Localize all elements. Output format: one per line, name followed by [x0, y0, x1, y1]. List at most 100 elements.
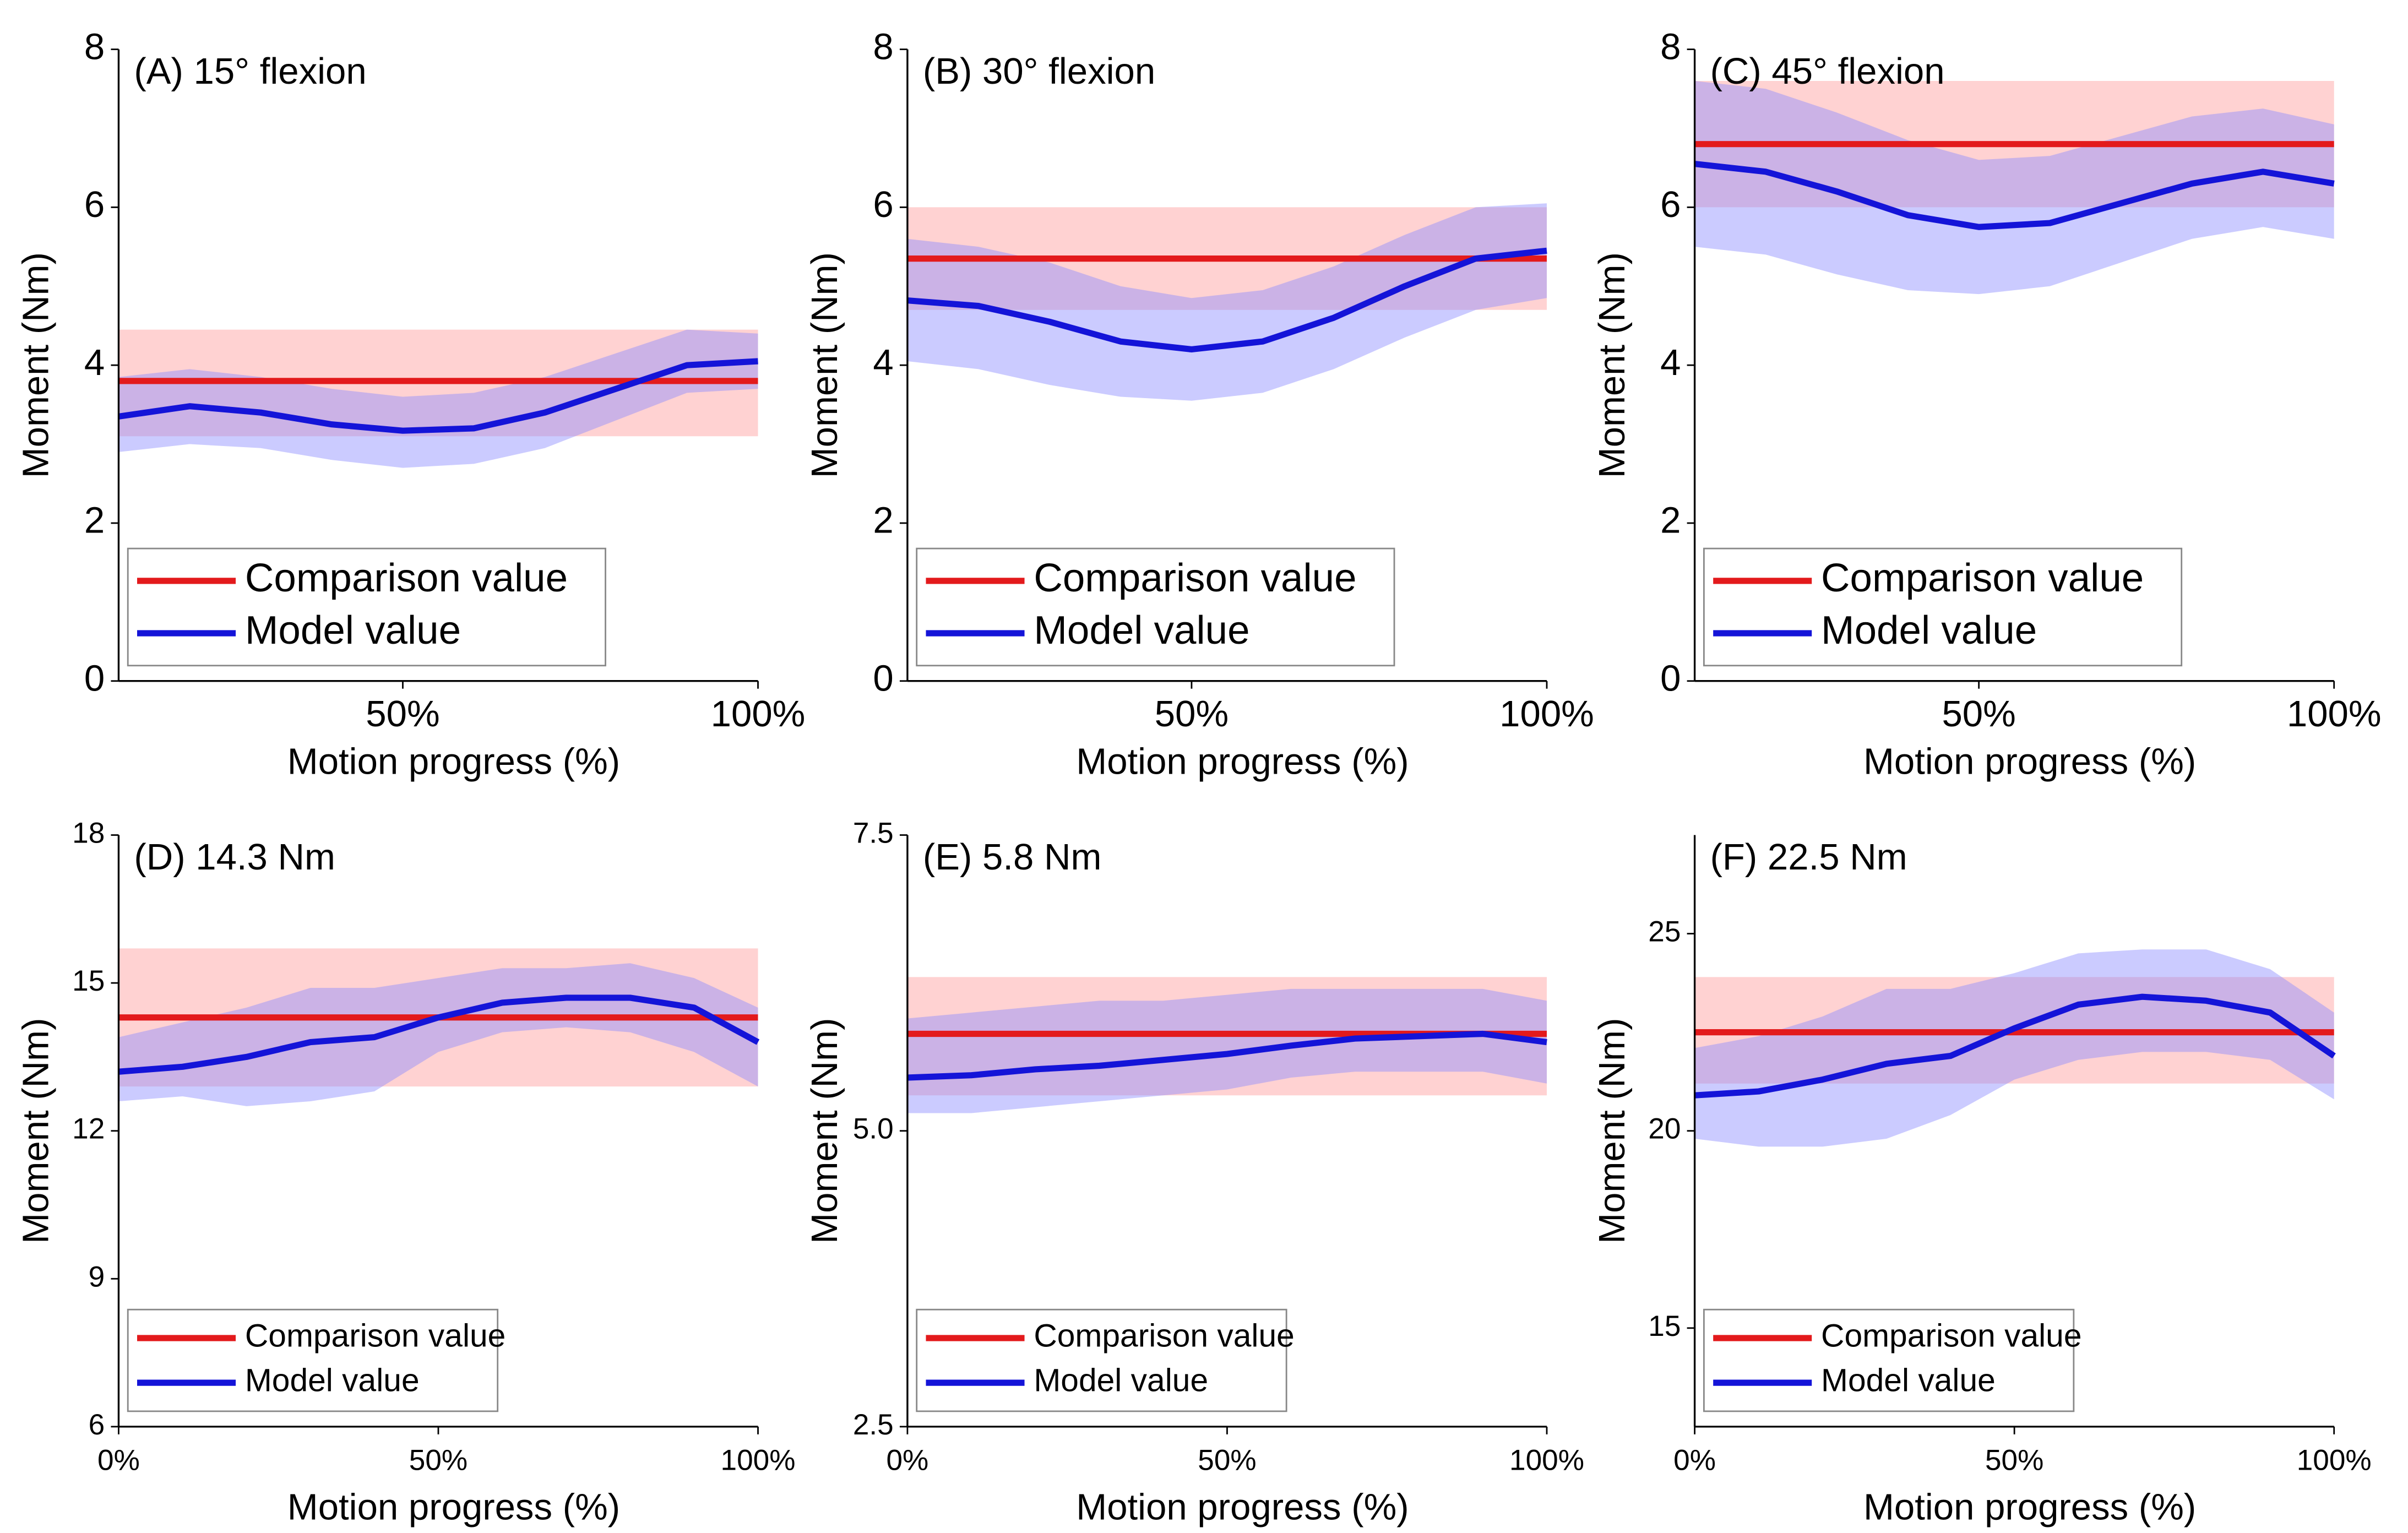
panel: 2.5 5.0 7.5 0% 50% 100% Motion progress (%) Mom…: [804, 817, 1584, 1528]
panel: 15 20 25 0% 50% 100% Motion progress (%) Moment…: [1591, 835, 2372, 1528]
x-tick-label: 50%: [1198, 1444, 1256, 1476]
x-tick-label: 100%: [2287, 693, 2382, 735]
panel: 6 9 12 15 18 0% 50% 100% Motion progress (%) Mome…: [15, 817, 796, 1528]
x-tick-label: 0%: [887, 1444, 929, 1476]
panel-title: (E) 5.8 Nm: [923, 836, 1101, 878]
x-tick-label: 50%: [1155, 693, 1229, 735]
legend-label: Comparison value: [245, 1318, 506, 1354]
x-tick-label: 50%: [366, 693, 439, 735]
x-tick-label: 50%: [1942, 693, 2015, 735]
panel-title: (A) 15° flexion: [134, 51, 366, 92]
x-tick-label: 0%: [1673, 1444, 1716, 1476]
error-band: [118, 329, 758, 468]
legend: Comparison value Model value: [127, 1308, 506, 1412]
legend-label: Comparison value: [1821, 1318, 2082, 1354]
x-axis-label: Motion progress (%): [287, 1487, 620, 1528]
x-tick-label: 100%: [1499, 693, 1594, 735]
x-tick-label: 100%: [721, 1444, 796, 1476]
y-axis-label: Moment (Nm): [804, 252, 845, 478]
y-tick-label: 25: [1648, 916, 1681, 948]
legend-label: Model value: [1034, 1363, 1208, 1399]
y-tick-label: 2: [84, 500, 105, 541]
panel-title: (F) 22.5 Nm: [1710, 836, 1907, 878]
panel: 0 2 4 6 8 50% 100% Motion progress (%) Moment (N…: [1591, 26, 2382, 782]
x-axis-label: Motion progress (%): [287, 741, 620, 782]
panel: 0 2 4 6 8 50% 100% Motion progress (%) Moment (N…: [15, 26, 806, 782]
y-axis-label: Moment (Nm): [15, 252, 57, 478]
y-tick-label: 4: [84, 342, 105, 383]
legend-label: Comparison value: [245, 556, 568, 600]
x-axis-label: Motion progress (%): [1076, 1487, 1409, 1528]
legend-label: Comparison value: [1034, 556, 1356, 600]
x-tick-label: 50%: [1985, 1444, 2043, 1476]
y-tick-label: 7.5: [853, 817, 894, 850]
legend-box: [127, 1308, 499, 1412]
legend-box: [127, 547, 606, 667]
legend-box: [916, 1308, 1287, 1412]
y-tick-label: 8: [1660, 26, 1681, 67]
y-tick-label: 2.5: [853, 1409, 894, 1441]
y-axis-label: Moment (Nm): [1591, 1018, 1633, 1244]
x-tick-label: 0%: [97, 1444, 140, 1476]
y-axis-label: Moment (Nm): [15, 1018, 57, 1244]
legend: Comparison value Model value: [916, 1308, 1295, 1412]
series-line: [1694, 993, 2336, 1099]
y-tick-label: 0: [873, 657, 893, 699]
legend-label: Model value: [245, 608, 461, 653]
y-tick-label: 20: [1648, 1113, 1681, 1145]
series-line: [907, 247, 1547, 353]
legend: Comparison value Model value: [916, 547, 1395, 667]
panel-title: (D) 14.3 Nm: [134, 836, 335, 878]
legend-label: Comparison value: [1034, 1318, 1295, 1354]
y-tick-label: 6: [89, 1409, 105, 1441]
legend-label: Model value: [245, 1363, 420, 1399]
x-tick-label: 100%: [711, 693, 806, 735]
y-tick-label: 5.0: [853, 1113, 894, 1145]
legend-box: [916, 547, 1395, 667]
legend-label: Comparison value: [1821, 556, 2144, 600]
legend: Comparison value Model value: [127, 547, 606, 667]
error-band: [907, 203, 1547, 401]
series-line: [1694, 160, 2335, 230]
x-tick-label: 100%: [2297, 1444, 2372, 1476]
y-tick-label: 6: [873, 184, 893, 225]
legend-label: Model value: [1821, 608, 2037, 653]
y-tick-label: 15: [72, 965, 105, 997]
y-tick-label: 18: [72, 817, 105, 850]
series-line: [118, 994, 760, 1075]
y-tick-label: 2: [1660, 500, 1681, 541]
panel: 0 2 4 6 8 50% 100% Motion progress (%) Moment (N…: [804, 26, 1594, 782]
y-tick-label: 9: [89, 1260, 105, 1293]
y-tick-label: 6: [1660, 184, 1681, 225]
x-axis-label: Motion progress (%): [1863, 1487, 2196, 1528]
x-axis-label: Motion progress (%): [1863, 741, 2196, 782]
legend: Comparison value Model value: [1703, 1308, 2082, 1412]
y-tick-label: 15: [1648, 1310, 1681, 1342]
y-axis-label: Moment (Nm): [1591, 252, 1633, 478]
error-band: [1694, 80, 2334, 295]
y-tick-label: 0: [1660, 657, 1681, 699]
legend-box: [1703, 1308, 2075, 1412]
y-tick-label: 0: [84, 657, 105, 699]
y-tick-label: 6: [84, 184, 105, 225]
panel-title: (C) 45° flexion: [1710, 51, 1945, 92]
panel-title: (B) 30° flexion: [923, 51, 1155, 92]
y-tick-label: 8: [873, 26, 893, 67]
x-axis-label: Motion progress (%): [1076, 741, 1409, 782]
series-line: [118, 358, 758, 434]
x-tick-label: 100%: [1509, 1444, 1584, 1476]
x-tick-label: 50%: [409, 1444, 468, 1476]
y-tick-label: 4: [1660, 342, 1681, 383]
legend-label: Model value: [1821, 1363, 1996, 1399]
series-line: [907, 1030, 1547, 1081]
y-tick-label: 2: [873, 500, 893, 541]
y-tick-label: 8: [84, 26, 105, 67]
legend: Comparison value Model value: [1703, 547, 2183, 667]
y-axis-label: Moment (Nm): [804, 1018, 845, 1244]
y-tick-label: 4: [873, 342, 893, 383]
legend-box: [1703, 547, 2183, 667]
legend-label: Model value: [1034, 608, 1249, 653]
y-tick-label: 12: [72, 1113, 105, 1145]
